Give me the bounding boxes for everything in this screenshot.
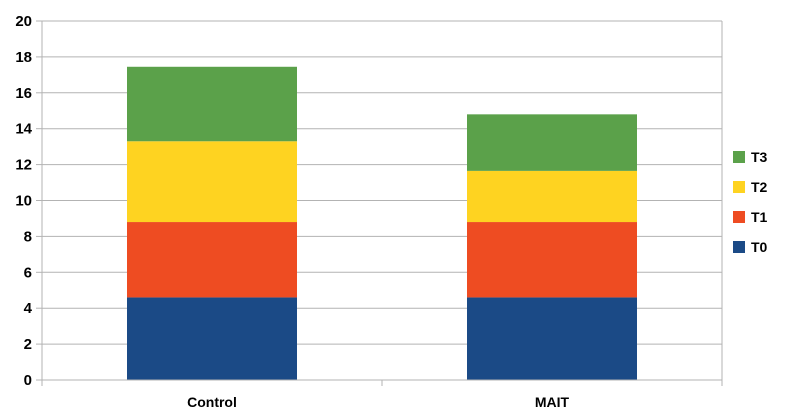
y-tick-label: 16: [15, 85, 32, 102]
legend-label-t2: T2: [751, 179, 768, 195]
y-tick-label: 8: [24, 228, 32, 245]
y-tick-label: 12: [15, 157, 32, 174]
legend-swatch-t0: [733, 241, 745, 253]
y-tick-label: 14: [15, 121, 32, 138]
bar-segment-t0-mait: [467, 297, 637, 380]
legend-swatch-t3: [733, 151, 745, 163]
legend-label-t3: T3: [751, 149, 768, 165]
y-tick-label: 10: [15, 193, 32, 210]
legend-swatch-t2: [733, 181, 745, 193]
y-tick-label: 2: [24, 336, 32, 353]
y-tick-label: 4: [24, 300, 33, 317]
bar-segment-t3-control: [127, 66, 297, 142]
y-tick-label: 20: [15, 13, 32, 30]
legend-label-t0: T0: [751, 239, 768, 255]
x-category-label: Control: [187, 394, 237, 410]
y-tick-label: 0: [24, 372, 32, 389]
bar-segment-t3-mait: [467, 114, 637, 171]
legend: T3 T2 T1 T0: [733, 149, 768, 255]
y-tick-label: 6: [24, 264, 32, 281]
x-category-label: MAIT: [535, 394, 570, 410]
y-tick-label: 18: [15, 49, 32, 66]
bar-segment-t2-mait: [467, 170, 637, 223]
axis-layer: 0 2 4 6 8 10 12 14 16 18 20 Control MAIT: [15, 13, 723, 410]
bar-segment-t1-mait: [467, 222, 637, 298]
bars-layer: [127, 66, 637, 380]
bar-segment-t2-control: [127, 141, 297, 223]
legend-swatch-t1: [733, 211, 745, 223]
bar-segment-t0-control: [127, 297, 297, 380]
bar-segment-t1-control: [127, 222, 297, 298]
legend-label-t1: T1: [751, 209, 768, 225]
